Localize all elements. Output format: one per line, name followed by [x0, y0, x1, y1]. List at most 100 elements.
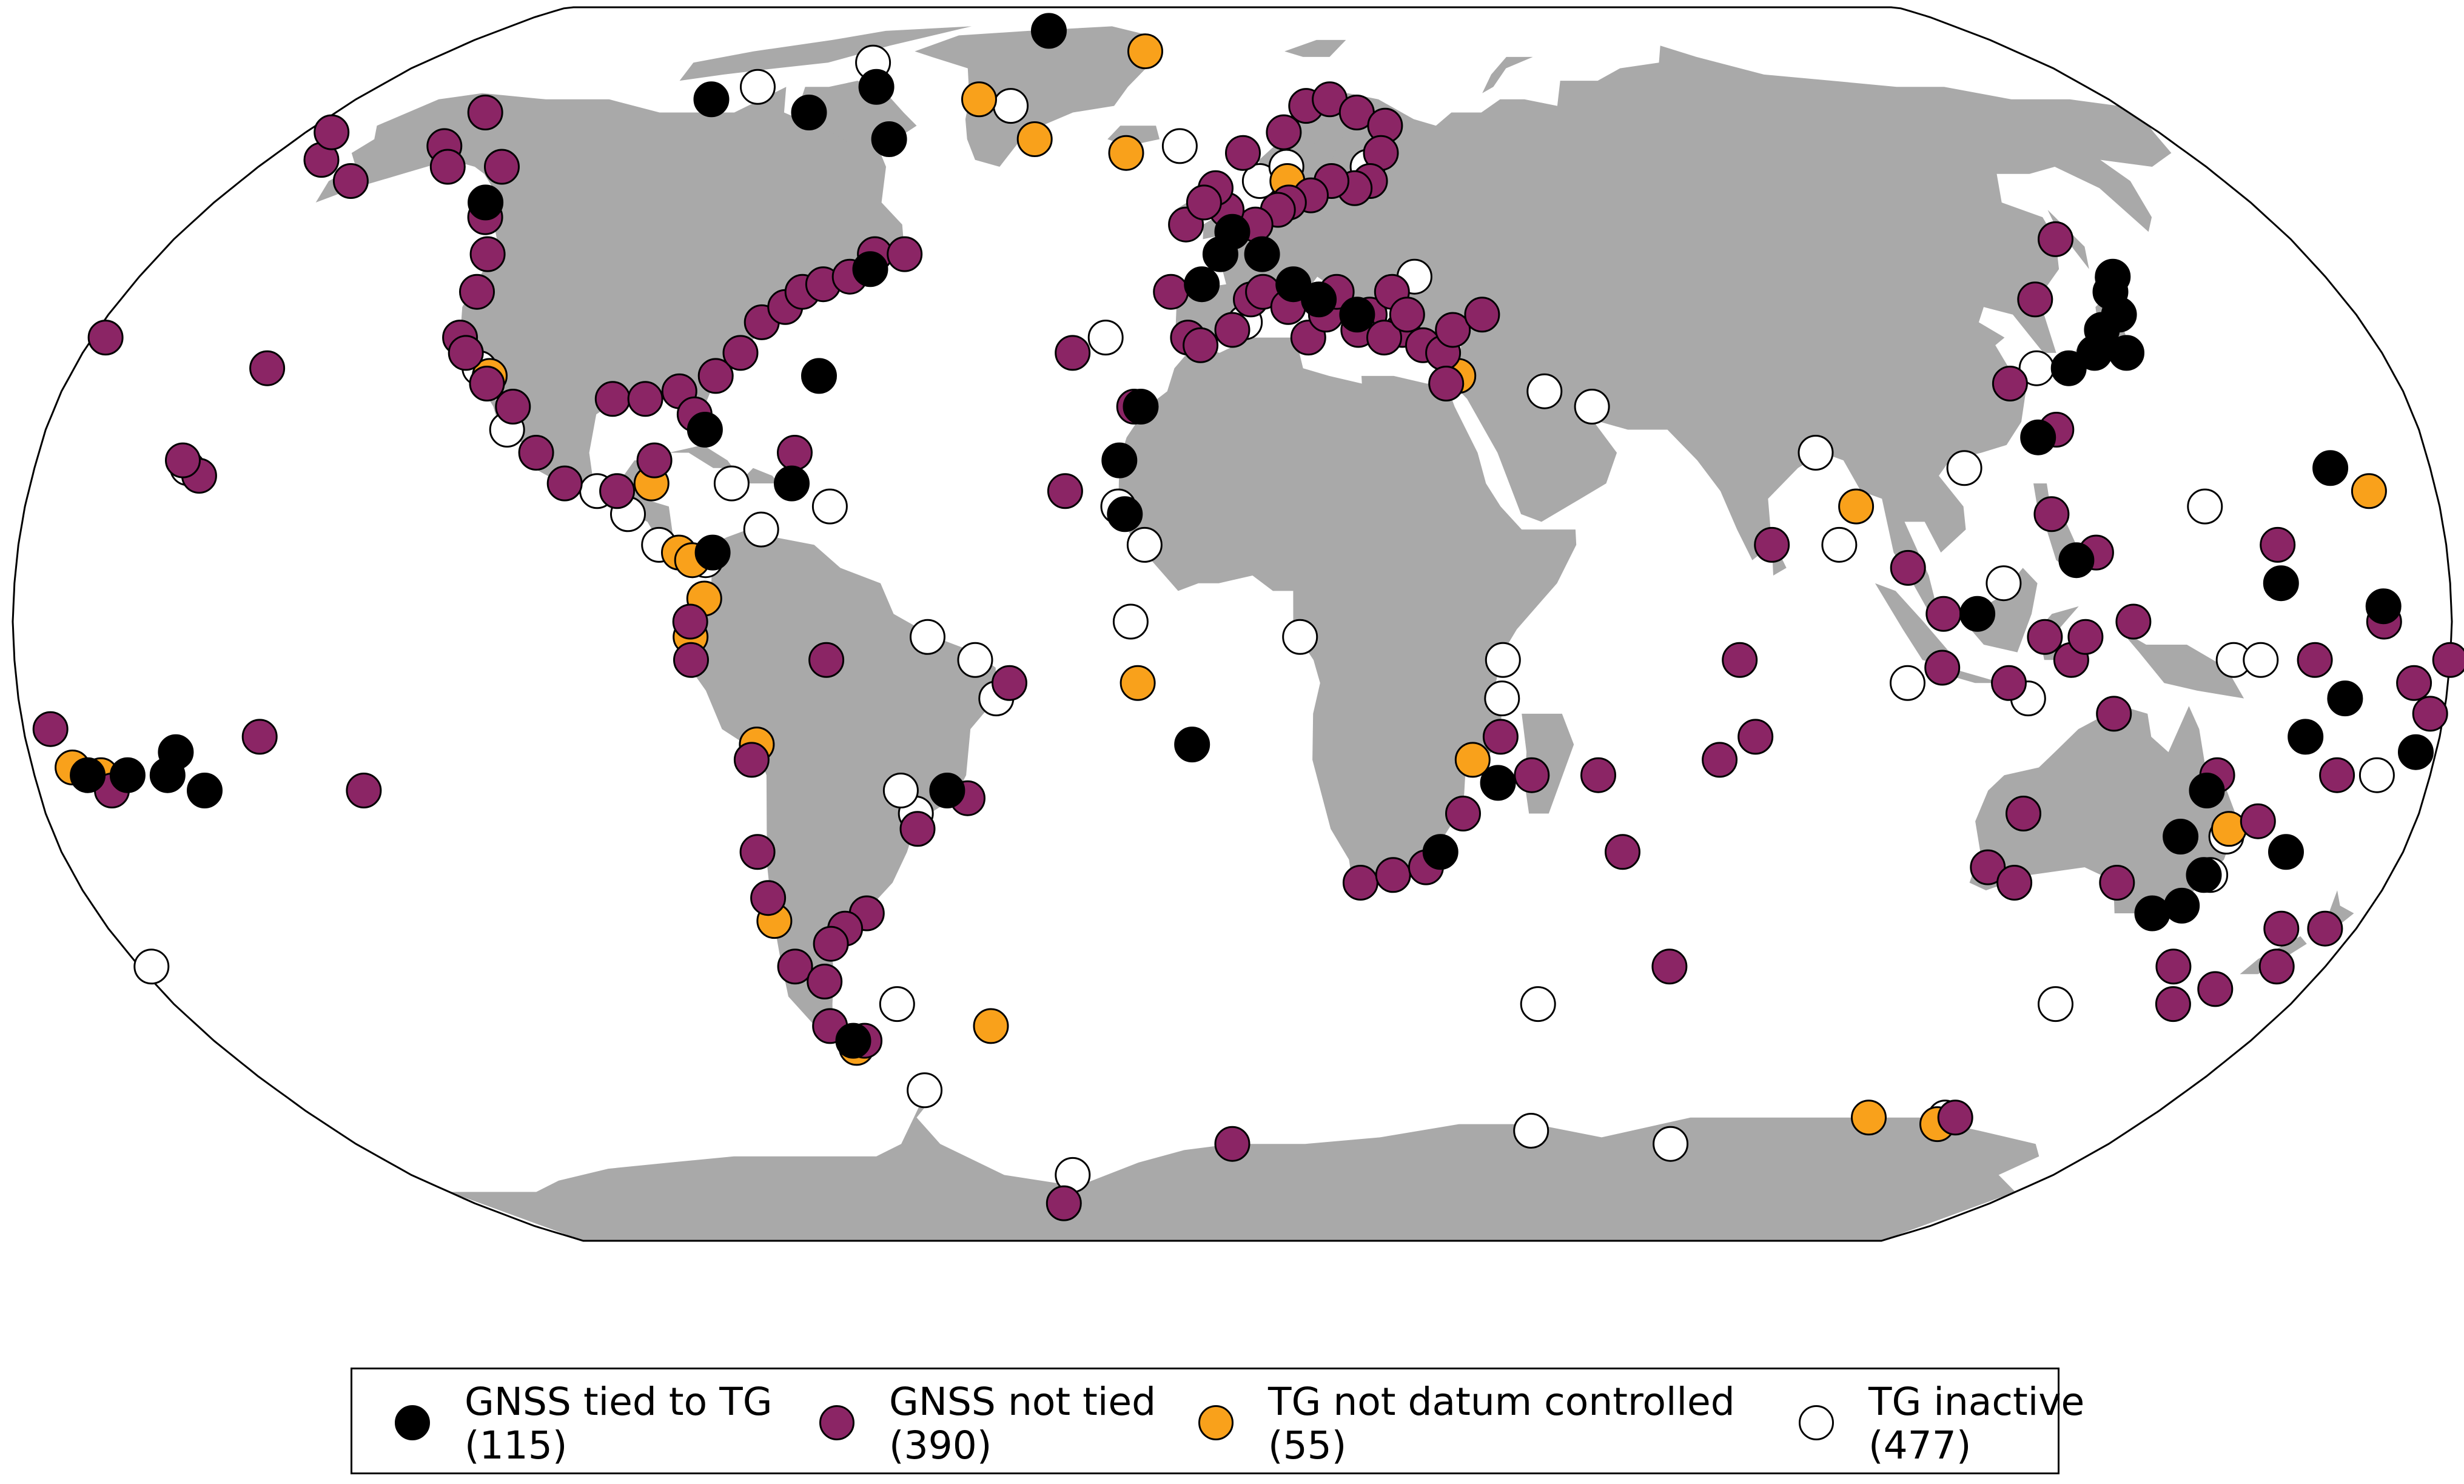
station-marker-gnss-not-tied — [1754, 526, 1790, 563]
station-marker-tg-inactive — [957, 642, 993, 678]
station-marker-gnss-tied — [2092, 274, 2129, 310]
legend-text-gnss-tied: GNSS tied to TG (115) — [465, 1380, 773, 1468]
station-marker-gnss-not-tied — [2260, 526, 2296, 563]
station-marker-gnss-not-tied — [673, 642, 709, 678]
land-antarctica — [449, 1097, 2039, 1241]
station-marker-gnss-tied — [1959, 596, 1996, 632]
station-marker-gnss-not-tied — [2067, 619, 2104, 655]
station-marker-gnss-not-tied — [1214, 1126, 1250, 1162]
land-java — [1949, 668, 2002, 683]
station-marker-tg-inactive — [993, 88, 1029, 124]
station-marker-gnss-not-tied — [1214, 312, 1250, 348]
station-marker-tg-inactive — [1946, 450, 1982, 486]
stations-gnss-tied-to-tg — [70, 13, 2434, 1059]
station-marker-tg-not-datum — [1016, 121, 1053, 157]
station-marker-gnss-not-tied — [1991, 665, 2027, 701]
land-south-america — [684, 529, 996, 1041]
station-marker-gnss-tied — [858, 69, 895, 105]
land-borneo — [1970, 568, 2038, 653]
station-marker-gnss-tied — [852, 251, 888, 287]
station-marker-tg-inactive — [1485, 642, 1521, 678]
station-marker-tg-inactive — [907, 1072, 943, 1109]
station-marker-gnss-tied — [835, 1022, 871, 1059]
station-marker-gnss-not-tied — [697, 358, 734, 394]
station-marker-tg-inactive — [1282, 619, 1318, 655]
station-marker-gnss-tied — [929, 773, 965, 808]
station-marker-gnss-tied — [1101, 442, 1138, 478]
station-marker-gnss-not-tied — [1366, 320, 1402, 356]
station-marker-gnss-not-tied — [2099, 865, 2135, 901]
station-marker-gnss-not-tied — [448, 335, 484, 371]
station-marker-gnss-tied — [686, 412, 723, 448]
station-marker-tg-inactive — [2038, 986, 2073, 1022]
station-marker-gnss-not-tied — [241, 719, 278, 755]
legend-text-tg-not-datum: TG not datum controlled (55) — [1268, 1380, 1735, 1468]
station-marker-gnss-tied — [2020, 419, 2056, 455]
station-marker-gnss-not-tied — [1482, 719, 1519, 755]
station-marker-gnss-not-tied — [467, 95, 503, 130]
station-marker-gnss-tied — [2263, 565, 2299, 602]
station-marker-gnss-not-tied — [314, 114, 350, 150]
station-marker-gnss-not-tied — [1924, 650, 1961, 686]
land-scandinavia-sweden — [1292, 106, 1352, 196]
station-marker-gnss-not-tied — [1514, 757, 1550, 793]
station-marker-gnss-not-tied — [739, 834, 776, 870]
station-marker-gnss-not-tied — [2258, 948, 2295, 985]
station-marker-gnss-not-tied — [1055, 335, 1091, 371]
station-marker-gnss-tied — [187, 773, 223, 808]
station-marker-tg-not-datum — [973, 1008, 1009, 1044]
station-marker-tg-not-datum — [2351, 473, 2387, 509]
station-marker-gnss-not-tied — [2240, 803, 2276, 839]
station-marker-tg-inactive — [2187, 488, 2223, 525]
station-marker-gnss-not-tied — [165, 442, 201, 478]
land-svalbard — [1284, 39, 1346, 57]
station-marker-gnss-tied — [694, 534, 731, 571]
station-marker-gnss-not-tied — [484, 149, 520, 185]
legend-count: (477) — [1868, 1423, 1972, 1468]
station-marker-gnss-not-tied — [992, 665, 1027, 701]
land-novaya-zemlya — [1482, 56, 1533, 93]
station-marker-gnss-not-tied — [1992, 366, 2028, 401]
station-marker-gnss-not-tied — [2155, 986, 2191, 1022]
land-australia — [1969, 706, 2238, 913]
station-marker-gnss-tied — [1244, 236, 1280, 272]
station-marker-gnss-tied — [1031, 13, 1067, 49]
legend-count: (390) — [889, 1423, 992, 1468]
station-marker-gnss-not-tied — [636, 442, 673, 478]
station-marker-gnss-tied — [2327, 680, 2363, 717]
station-marker-tg-not-datum — [1454, 742, 1491, 778]
station-marker-gnss-not-tied — [1046, 1185, 1082, 1221]
station-marker-gnss-not-tied — [672, 603, 708, 640]
station-marker-gnss-not-tied — [807, 964, 843, 999]
station-marker-gnss-tied — [2189, 773, 2225, 808]
station-marker-gnss-not-tied — [2412, 696, 2448, 732]
station-marker-gnss-not-tied — [1435, 312, 1471, 348]
station-marker-gnss-not-tied — [469, 366, 505, 401]
station-marker-gnss-not-tied — [1186, 184, 1222, 221]
station-marker-gnss-not-tied — [2027, 619, 2063, 655]
station-marker-gnss-tied — [2050, 350, 2087, 386]
station-marker-gnss-tied — [468, 184, 504, 221]
station-marker-gnss-not-tied — [1580, 757, 1616, 793]
legend-label: GNSS not tied — [889, 1380, 1156, 1424]
station-marker-gnss-tied — [2268, 834, 2304, 870]
station-marker-gnss-tied — [1480, 765, 1516, 801]
legend-marker-gnss-not-tied — [819, 1405, 854, 1440]
land-eurasia — [1175, 45, 2172, 614]
station-marker-gnss-not-tied — [599, 473, 636, 509]
station-marker-gnss-not-tied — [1722, 642, 1758, 678]
station-marker-gnss-not-tied — [518, 435, 554, 471]
station-marker-tg-not-datum — [961, 81, 997, 118]
station-marker-gnss-not-tied — [2017, 281, 2053, 318]
station-marker-gnss-tied — [1214, 213, 1250, 250]
station-marker-gnss-not-tied — [2432, 642, 2464, 678]
station-marker-gnss-tied — [1422, 834, 1459, 870]
station-marker-tg-not-datum — [1108, 135, 1144, 171]
station-marker-tg-inactive — [1653, 1126, 1689, 1162]
station-marker-gnss-not-tied — [1605, 834, 1640, 870]
station-marker-gnss-not-tied — [2307, 910, 2343, 947]
station-marker-gnss-not-tied — [1445, 796, 1481, 831]
station-marker-tg-inactive — [1986, 565, 2022, 602]
station-marker-gnss-not-tied — [1047, 473, 1083, 509]
station-marker-gnss-tied — [149, 757, 186, 793]
